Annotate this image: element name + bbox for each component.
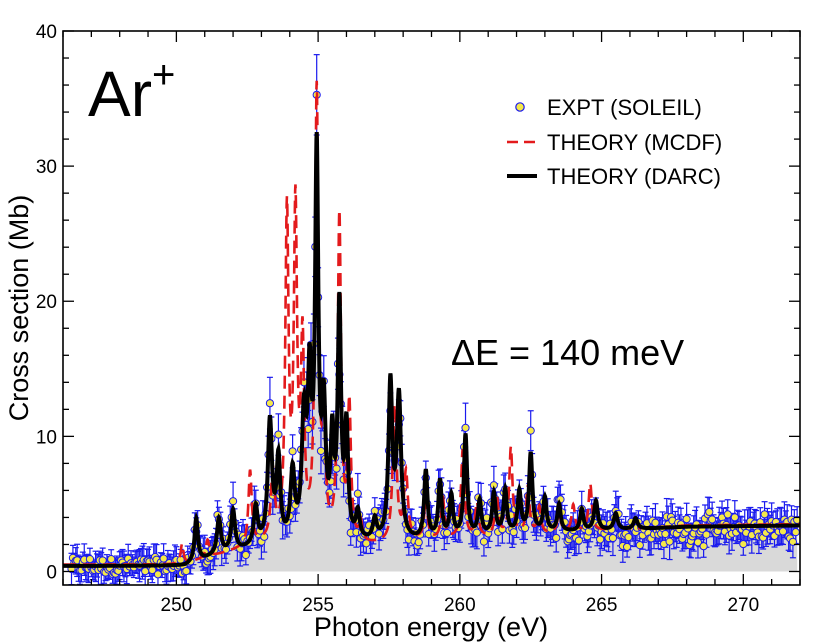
expt-point	[665, 537, 674, 546]
legend: EXPT (SOLEIL) THEORY (MCDF) THEORY (DARC…	[507, 95, 722, 189]
expt-point	[693, 538, 703, 547]
expt-point	[265, 399, 275, 408]
x-tick-label: 255	[302, 595, 334, 616]
expt-point	[635, 541, 644, 550]
expt-point	[85, 554, 95, 564]
expt-point	[159, 554, 168, 563]
expt-point	[699, 542, 708, 551]
legend-label-darc: THEORY (DARC)	[547, 164, 721, 189]
expt-point	[472, 528, 481, 537]
expt-point	[624, 533, 633, 542]
expt-point	[708, 515, 717, 524]
resolution-annotation: ΔE = 140 meV	[451, 332, 684, 373]
expt-point	[274, 430, 283, 439]
mcdf-series-line	[63, 80, 800, 566]
expt-point	[442, 528, 452, 538]
expt-point	[228, 497, 238, 506]
legend-label-mcdf: THEORY (MCDF)	[547, 130, 722, 155]
expt-point	[509, 528, 518, 537]
y-tick-label: 20	[36, 292, 57, 313]
expt-point	[596, 535, 605, 544]
expt-point	[288, 447, 297, 456]
y-tick-label: 40	[36, 22, 57, 43]
expt-point	[107, 555, 116, 564]
expt-point	[374, 529, 384, 538]
expt-point	[182, 566, 191, 576]
expt-point	[316, 446, 326, 456]
x-tick-label: 250	[161, 595, 193, 616]
expt-point	[682, 515, 691, 524]
expt-point	[778, 527, 788, 536]
darc-series-line	[63, 131, 800, 568]
expt-point	[760, 510, 769, 519]
expt-point	[661, 529, 670, 539]
expt-point	[574, 536, 584, 545]
expt-point	[788, 537, 798, 546]
expt-point	[479, 537, 489, 546]
y-tick-label: 0	[46, 562, 57, 583]
expt-point	[98, 556, 107, 565]
expt-point	[353, 489, 362, 498]
expt-point	[723, 510, 732, 519]
y-tick-label: 30	[36, 157, 57, 178]
expt-point	[608, 533, 618, 543]
expt-point	[414, 538, 423, 547]
y-tick-label: 10	[36, 427, 57, 448]
ion-label: Ar+	[88, 53, 175, 130]
expt-point	[702, 530, 711, 539]
expt-point	[705, 507, 714, 517]
expt-point	[552, 533, 561, 543]
y-axis-title: Cross section (Mb)	[4, 195, 34, 422]
legend-item-expt: EXPT (SOLEIL)	[515, 95, 702, 120]
legend-circle-icon	[515, 102, 525, 112]
x-tick-label: 260	[444, 595, 476, 616]
expt-point	[622, 542, 632, 552]
x-axis-title: Photon energy (eV)	[314, 612, 548, 642]
legend-label-expt: EXPT (SOLEIL)	[547, 95, 702, 120]
x-tick-label: 270	[727, 595, 759, 616]
plot-frame	[62, 30, 801, 586]
expt-point	[153, 570, 163, 579]
expt-point	[526, 426, 535, 435]
legend-item-darc: THEORY (DARC)	[507, 164, 721, 189]
expt-point	[730, 513, 739, 522]
expt-point	[791, 528, 800, 537]
expt-point	[651, 518, 660, 527]
legend-item-mcdf: THEORY (MCDF)	[507, 130, 722, 155]
expt-point	[461, 423, 470, 432]
expt-point	[739, 539, 748, 549]
axis-tick-labels: 250 255 260 265 270 0 10 20 30 40	[36, 22, 759, 616]
x-tick-label: 265	[586, 595, 618, 616]
expt-point	[362, 539, 371, 548]
expt-point	[241, 550, 250, 560]
